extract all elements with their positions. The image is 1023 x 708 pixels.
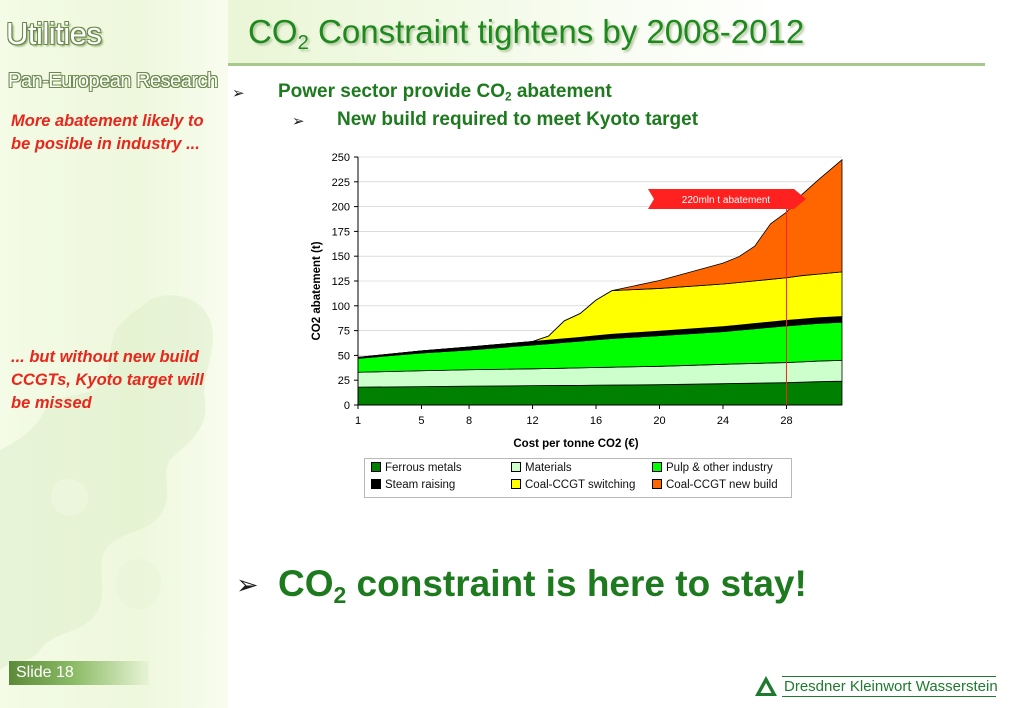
europe-map-watermark xyxy=(0,295,213,670)
logo-rule-bottom xyxy=(782,696,996,697)
y-tick-label: 75 xyxy=(338,326,350,338)
legend-label: Materials xyxy=(525,462,572,474)
brand-logo: Dresdner Kleinwort Wasserstein xyxy=(754,674,1000,698)
area-series-5 xyxy=(357,158,843,358)
chart-legend: Ferrous metals Materials Pulp & other indu… xyxy=(364,458,792,498)
slide-number: Slide 18 xyxy=(9,661,149,685)
legend-swatch xyxy=(652,462,662,472)
sidebar: Utilities Pan-European Research More aba… xyxy=(0,0,228,708)
x-tick-label: 1 xyxy=(355,415,361,427)
conclusion-arrow-icon: ➢ xyxy=(236,570,259,600)
note-bottom: ... but without new build CCGTs, Kyoto t… xyxy=(11,348,204,412)
slide-title: CO2 Constraint tightens by 2008-2012 xyxy=(248,13,805,55)
y-tick-label: 250 xyxy=(332,152,350,164)
y-axis-label: CO2 abatement (t) xyxy=(311,241,323,340)
title-band xyxy=(228,0,1023,64)
annotation-arrow-icon xyxy=(648,189,806,209)
bullet-power-sector: Power sector provide CO2 abatement xyxy=(278,81,612,104)
x-tick-label: 16 xyxy=(590,415,602,427)
bullet-arrow-icon: ➢ xyxy=(232,85,245,102)
legend-item: Materials xyxy=(511,462,572,474)
y-tick-label: 225 xyxy=(332,177,350,189)
y-tick-label: 125 xyxy=(332,276,350,288)
legend-swatch xyxy=(511,479,521,489)
legend-label: Steam raising xyxy=(385,479,456,491)
bullet-new-build: New build required to meet Kyoto target xyxy=(337,109,699,130)
y-tick-label: 25 xyxy=(338,375,350,387)
legend-swatch xyxy=(652,479,662,489)
title-divider xyxy=(228,63,985,66)
abatement-cost-chart: 0 25 50 75 100 125 150 175 200 225 250 1 5 8 12 16 20 24 2… xyxy=(311,152,843,450)
y-tick-label: 50 xyxy=(338,350,350,362)
legend-item: Ferrous metals xyxy=(371,462,462,474)
legend-label: Pulp & other industry xyxy=(666,462,773,474)
legend-item: Coal-CCGT switching xyxy=(511,479,635,491)
section-subtitle: Pan-European Research xyxy=(8,70,218,92)
legend-label: Coal-CCGT switching xyxy=(525,479,636,491)
legend-swatch xyxy=(371,462,381,472)
legend-item: Pulp & other industry xyxy=(652,462,773,474)
conclusion-text: CO2 constraint is here to stay! xyxy=(278,563,807,608)
legend-item: Coal-CCGT new build xyxy=(652,479,778,491)
sub-bullet-arrow-icon: ➢ xyxy=(292,113,305,130)
brand-name: Dresdner Kleinwort Wasserstein xyxy=(784,678,998,695)
x-tick-label: 24 xyxy=(717,415,729,427)
legend-swatch xyxy=(511,462,521,472)
legend-label: Coal-CCGT new build xyxy=(666,479,778,491)
y-tick-label: 200 xyxy=(332,202,350,214)
y-tick-label: 100 xyxy=(332,301,350,313)
x-tick-label: 8 xyxy=(466,415,472,427)
y-tick-label: 150 xyxy=(332,251,350,263)
note-top: More abatement likely to be posible in i… xyxy=(11,112,204,153)
y-tick-label: 0 xyxy=(344,400,350,412)
x-tick-label: 12 xyxy=(526,415,538,427)
triangle-logo-icon xyxy=(755,676,777,696)
x-tick-label: 20 xyxy=(653,415,665,427)
annotation-label: 220mln t abatement xyxy=(682,195,771,206)
section-title: Utilities xyxy=(6,16,102,51)
x-tick-label: 28 xyxy=(780,415,792,427)
y-tick-label: 175 xyxy=(332,226,350,238)
legend-label: Ferrous metals xyxy=(385,462,462,474)
x-axis-label: Cost per tonne CO2 (€) xyxy=(513,438,638,450)
legend-item: Steam raising xyxy=(371,479,455,491)
x-tick-label: 5 xyxy=(418,415,424,427)
legend-swatch xyxy=(371,479,381,489)
logo-rule-top xyxy=(782,676,996,677)
